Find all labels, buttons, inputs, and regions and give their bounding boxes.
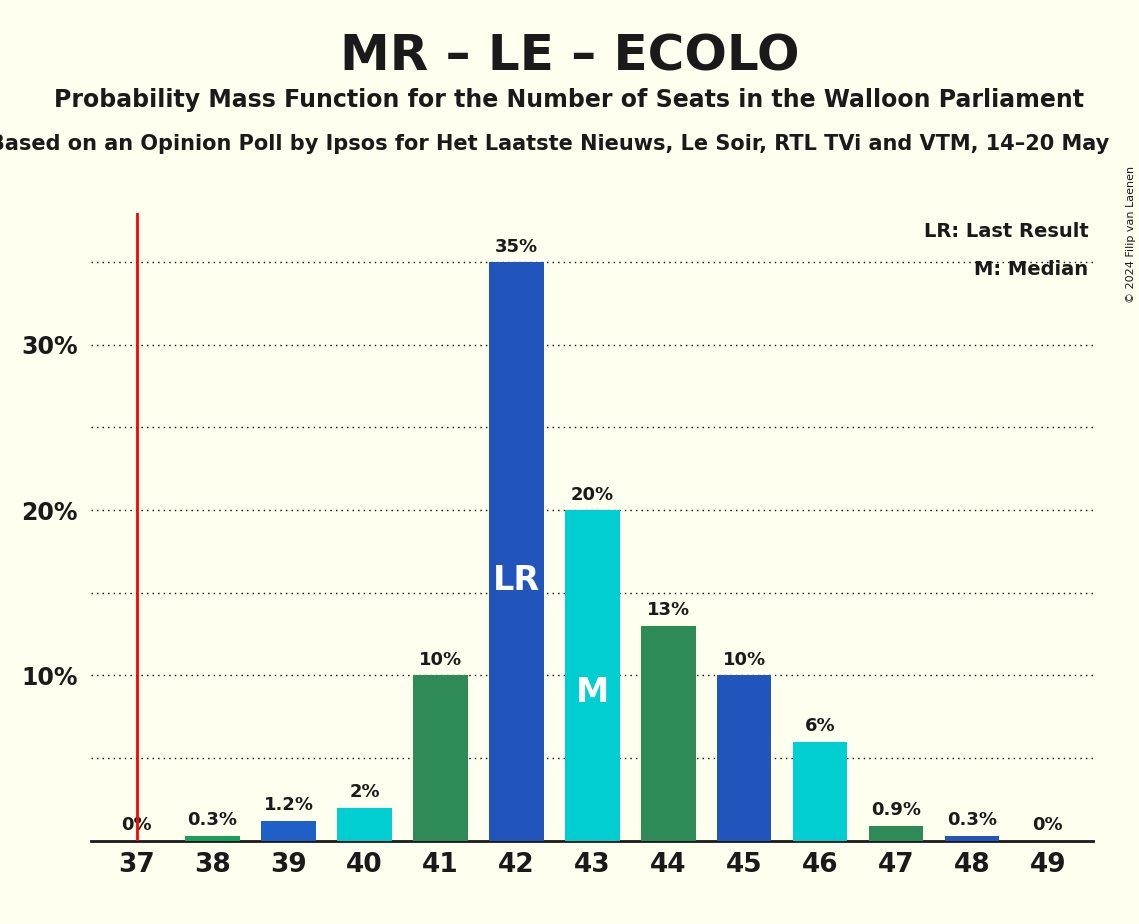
- Text: 13%: 13%: [647, 602, 690, 619]
- Text: 1.2%: 1.2%: [263, 796, 313, 814]
- Text: M: M: [575, 675, 609, 709]
- Bar: [186, 836, 240, 841]
- Text: Based on an Opinion Poll by Ipsos for Het Laatste Nieuws, Le Soir, RTL TVi and V: Based on an Opinion Poll by Ipsos for He…: [0, 134, 1109, 154]
- Bar: [641, 626, 696, 841]
- Text: 10%: 10%: [722, 650, 765, 669]
- Text: 0%: 0%: [1033, 816, 1063, 834]
- Bar: [716, 675, 771, 841]
- Bar: [489, 262, 543, 841]
- Text: MR – LE – ECOLO: MR – LE – ECOLO: [339, 32, 800, 80]
- Text: 10%: 10%: [419, 650, 462, 669]
- Bar: [869, 826, 924, 841]
- Bar: [337, 808, 392, 841]
- Text: M: Median: M: Median: [974, 260, 1089, 279]
- Text: 20%: 20%: [571, 485, 614, 504]
- Text: 0.3%: 0.3%: [947, 811, 997, 829]
- Text: Probability Mass Function for the Number of Seats in the Walloon Parliament: Probability Mass Function for the Number…: [55, 88, 1084, 112]
- Text: 2%: 2%: [350, 784, 379, 801]
- Text: 0%: 0%: [122, 816, 151, 834]
- Text: 0.9%: 0.9%: [871, 801, 921, 820]
- Text: LR: LR: [493, 564, 540, 597]
- Bar: [793, 742, 847, 841]
- Bar: [261, 821, 316, 841]
- Text: 6%: 6%: [805, 717, 835, 735]
- Bar: [413, 675, 468, 841]
- Text: © 2024 Filip van Laenen: © 2024 Filip van Laenen: [1126, 166, 1136, 303]
- Bar: [944, 836, 999, 841]
- Text: LR: Last Result: LR: Last Result: [924, 222, 1089, 241]
- Text: 35%: 35%: [494, 237, 538, 256]
- Bar: [565, 510, 620, 841]
- Text: 0.3%: 0.3%: [188, 811, 238, 829]
